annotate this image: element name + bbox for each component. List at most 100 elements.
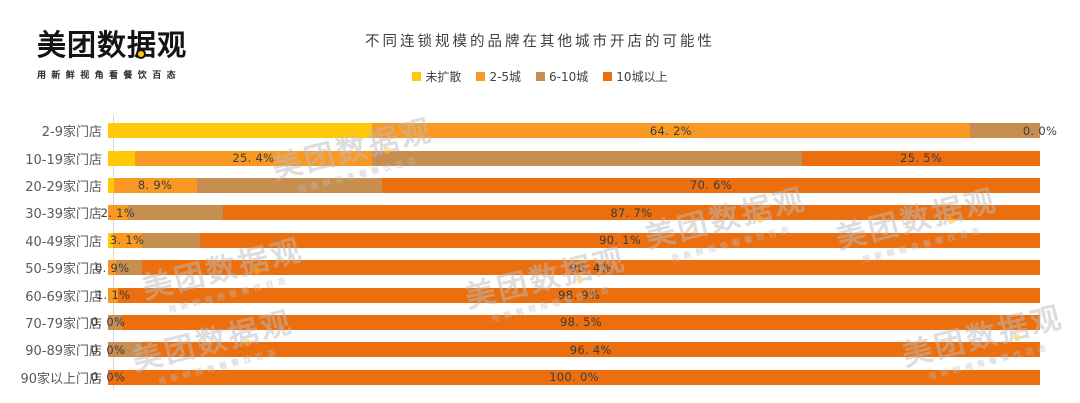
brand-logo: 美团数据观 用新鲜视角看餐饮百态 xyxy=(37,28,188,82)
bar-segment xyxy=(127,205,223,221)
bar-segment xyxy=(108,123,372,139)
chart-header: 不同连锁规模的品牌在其他城市开店的可能性 未扩散 2-5城 6-10城 10城以上 xyxy=(0,30,1080,85)
bar-value-label: 1. 1% xyxy=(95,288,131,303)
bar-value-label: 96. 4% xyxy=(569,260,612,275)
chart-rows: 2-9家门店 64. 2% 0. 0% 10-19家门店 25. 4% 25. 5% 20-… xyxy=(0,117,1080,391)
legend-swatch-icon xyxy=(412,72,422,81)
bar-track: 0. 9% 96. 4% xyxy=(95,260,1040,276)
logo-char-with-dot: 据 xyxy=(127,28,158,62)
bar-value-label: 87. 7% xyxy=(610,205,653,220)
bar-segment xyxy=(108,342,142,358)
chart-legend: 未扩散 2-5城 6-10城 10城以上 xyxy=(0,68,1080,85)
bar-segment xyxy=(802,150,1040,166)
bar-segment xyxy=(108,314,122,330)
bar-value-label: 25. 4% xyxy=(232,151,275,166)
bar-value-label: 100. 0% xyxy=(549,370,599,385)
bar-segment xyxy=(108,287,119,303)
bar-segment xyxy=(371,123,971,139)
legend-item-2: 2-5城 xyxy=(476,68,521,85)
bar-segment xyxy=(200,232,1040,248)
bar-track: 3. 1% 90. 1% xyxy=(108,232,1040,248)
category-label: 50-59家门店 xyxy=(25,262,102,278)
bar-segment xyxy=(112,232,142,248)
chart-row: 90-89家门店 0. 0% 96. 4% xyxy=(0,336,1080,363)
chart-row: 70-79家门店 0. 0% 98. 5% xyxy=(0,309,1080,336)
legend-label: 6-10城 xyxy=(549,70,589,84)
bar-track: 0. 0% 98. 5% xyxy=(91,314,1040,330)
bar-segment xyxy=(118,287,1040,303)
legend-label: 2-5城 xyxy=(489,70,522,84)
bar-segment xyxy=(108,369,1040,385)
brand-tagline: 用新鲜视角看餐饮百态 xyxy=(37,71,182,82)
bar-segment xyxy=(141,260,1040,276)
chart-area: 2-9家门店 64. 2% 0. 0% 10-19家门店 25. 4% 25. 5% 20-… xyxy=(0,115,1080,391)
category-label: 30-39家门店 xyxy=(25,207,102,223)
bar-segment xyxy=(135,150,372,166)
chart-row: 30-39家门店 2. 1% 87. 7% xyxy=(0,199,1080,226)
bar-segment xyxy=(141,232,201,248)
bar-value-label: 0. 0% xyxy=(90,342,126,357)
brand-yellow-dot-icon xyxy=(136,49,147,60)
bar-track: 0. 0% 100. 0% xyxy=(91,369,1040,385)
legend-label: 10城以上 xyxy=(616,70,668,84)
bar-segment xyxy=(222,205,1040,221)
category-label: 70-79家门店 xyxy=(25,316,102,332)
bar-track: 25. 4% 25. 5% xyxy=(108,150,1040,166)
legend-label: 未扩散 xyxy=(425,70,462,84)
bar-value-label: 0. 0% xyxy=(90,370,126,385)
bar-value-label: 0. 9% xyxy=(95,260,130,275)
legend-item-3: 6-10城 xyxy=(536,68,588,85)
chart-row: 10-19家门店 25. 4% 25. 5% xyxy=(0,144,1080,171)
bar-value-label: 90. 1% xyxy=(599,233,642,248)
category-label: 2-9家门店 xyxy=(41,125,102,141)
bar-value-label: 3. 1% xyxy=(109,233,145,248)
bar-segment xyxy=(108,150,136,166)
bar-segment xyxy=(371,150,803,166)
bar-track: 0. 0% 96. 4% xyxy=(91,342,1040,358)
category-label: 20-29家门店 xyxy=(25,179,102,195)
chart-row: 60-69家门店 1. 1% 98. 9% xyxy=(0,281,1080,308)
category-label: 90家以上门店 xyxy=(20,371,102,387)
bar-value-label: 98. 9% xyxy=(558,288,601,303)
legend-swatch-icon xyxy=(603,72,613,81)
bar-value-label: 25. 5% xyxy=(900,151,943,166)
bar-value-label: 8. 9% xyxy=(137,178,173,193)
chart-row: 20-29家门店 8. 9% 70. 6% xyxy=(0,172,1080,199)
bar-track: 64. 2% 0. 0% xyxy=(108,123,1057,139)
legend-item-4: 10城以上 xyxy=(603,68,668,85)
category-label: 90-89家门店 xyxy=(25,344,102,360)
bar-value-label: 0. 0% xyxy=(1022,123,1058,138)
bar-value-label: 0. 0% xyxy=(90,315,126,330)
bar-segment xyxy=(108,177,114,193)
chart-title: 不同连锁规模的品牌在其他城市开店的可能性 xyxy=(365,34,715,50)
bar-value-label: 70. 6% xyxy=(690,178,732,193)
bar-segment xyxy=(108,205,128,221)
legend-item-1: 未扩散 xyxy=(412,68,461,85)
bar-segment xyxy=(381,177,1040,193)
legend-swatch-icon xyxy=(536,72,546,81)
bar-value-label: 2. 1% xyxy=(100,205,135,220)
category-label: 10-19家门店 xyxy=(25,152,102,168)
bar-value-label: 96. 4% xyxy=(569,342,612,357)
chart-row: 90家以上门店 0. 0% 100. 0% xyxy=(0,364,1080,391)
bar-track: 2. 1% 87. 7% xyxy=(101,205,1040,221)
chart-row: 40-49家门店 3. 1% 90. 1% xyxy=(0,227,1080,254)
bar-segment xyxy=(121,314,1040,330)
bar-segment xyxy=(113,177,197,193)
brand-logo-text: 美团数据观 xyxy=(37,28,188,62)
bar-segment xyxy=(108,232,113,248)
chart-row: 50-59家门店 0. 9% 96. 4% xyxy=(0,254,1080,281)
bar-segment xyxy=(141,342,1040,358)
bar-segment xyxy=(108,260,117,276)
category-label: 60-69家门店 xyxy=(25,289,102,305)
legend-swatch-icon xyxy=(476,72,486,81)
bar-segment xyxy=(196,177,382,193)
bar-value-label: 98. 5% xyxy=(559,315,602,330)
chart-row: 2-9家门店 64. 2% 0. 0% xyxy=(0,117,1080,144)
bar-track: 1. 1% 98. 9% xyxy=(96,287,1040,303)
bar-track: 8. 9% 70. 6% xyxy=(108,177,1040,193)
category-label: 40-49家门店 xyxy=(25,234,102,250)
bar-segment xyxy=(970,123,1040,139)
bar-value-label: 64. 2% xyxy=(649,123,692,138)
